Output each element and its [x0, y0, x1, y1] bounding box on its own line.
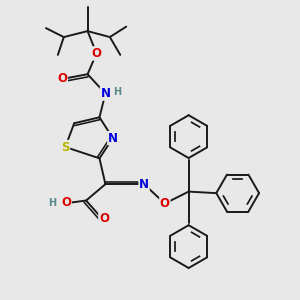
Text: O: O: [92, 47, 101, 60]
Text: O: O: [57, 72, 67, 85]
Text: S: S: [61, 140, 70, 154]
Text: N: N: [139, 178, 149, 191]
Text: N: N: [108, 132, 118, 145]
Text: O: O: [99, 212, 109, 226]
Text: H: H: [112, 87, 121, 97]
Text: H: H: [48, 198, 57, 208]
Text: N: N: [100, 87, 110, 100]
Text: O: O: [160, 197, 170, 210]
Text: O: O: [61, 196, 71, 209]
